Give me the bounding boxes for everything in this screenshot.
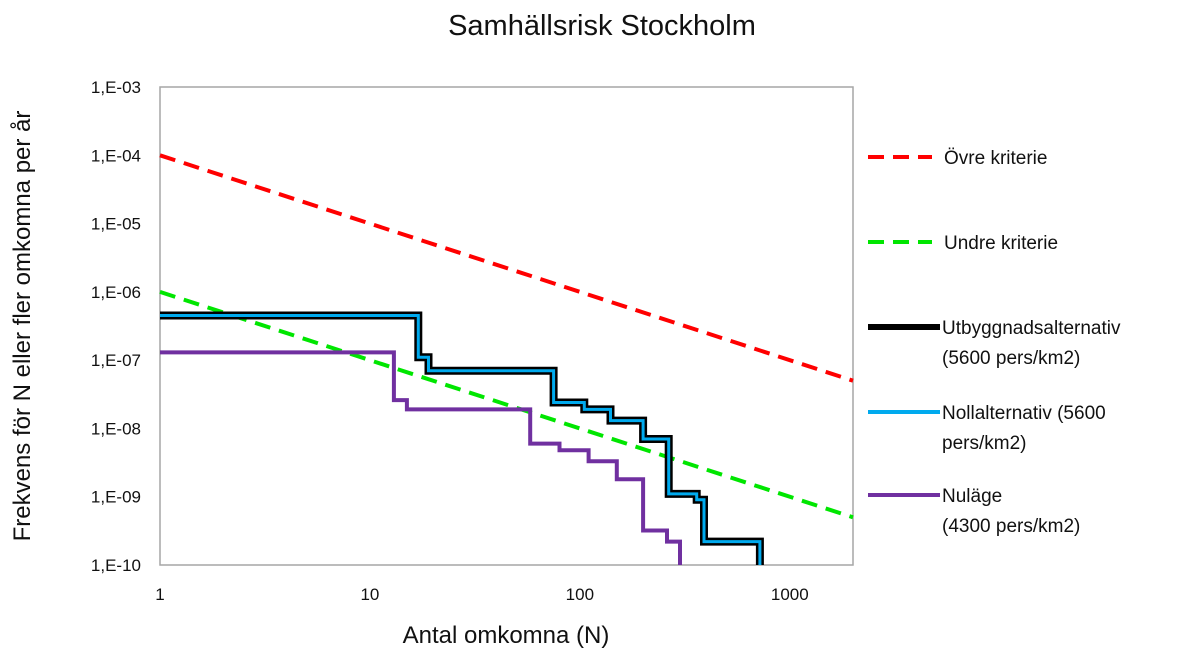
legend-item: Nollalternativ (5600 pers/km2) xyxy=(868,403,1106,454)
x-axis-ticks: 1 10 100 1000 xyxy=(155,585,808,604)
plot-frame xyxy=(159,86,854,566)
y-tick-label: 1,E-04 xyxy=(91,146,141,165)
legend-item: Utbyggnadsalternativ (5600 pers/km2) xyxy=(868,318,1121,369)
legend-label: Nuläge xyxy=(942,486,1002,507)
y-axis-label: Frekvens för N eller fler omkomna per år xyxy=(9,111,36,542)
legend-label: Nollalternativ (5600 xyxy=(942,403,1106,424)
y-tick-label: 1,E-10 xyxy=(91,556,141,575)
series-line-nulage xyxy=(160,350,682,565)
chart-title: Samhällsrisk Stockholm xyxy=(448,10,756,42)
y-tick-label: 1,E-05 xyxy=(91,215,141,234)
x-axis-label: Antal omkomna (N) xyxy=(403,622,610,649)
series-line-undre-kriterie xyxy=(159,289,854,520)
legend-label: Undre kriterie xyxy=(944,233,1058,254)
legend-label: Övre kriterie xyxy=(944,148,1047,169)
x-tick-label: 10 xyxy=(360,585,379,604)
y-tick-label: 1,E-07 xyxy=(91,351,141,370)
series-line-nollalternativ xyxy=(160,314,762,565)
series-line-vre-kriterie xyxy=(159,153,854,383)
y-tick-label: 1,E-03 xyxy=(91,78,141,97)
legend-label: pers/km2) xyxy=(942,433,1026,454)
x-tick-label: 1000 xyxy=(771,585,809,604)
legend-item: Övre kriterie xyxy=(868,148,1047,169)
legend-label: Utbyggnadsalternativ xyxy=(942,318,1121,339)
x-tick-label: 1 xyxy=(155,585,164,604)
y-axis-ticks: 1,E-03 1,E-04 1,E-05 1,E-06 1,E-07 1,E-08 1,E-… xyxy=(91,78,141,575)
y-tick-label: 1,E-08 xyxy=(91,419,141,438)
y-tick-label: 1,E-06 xyxy=(91,283,141,302)
legend-label: (5600 pers/km2) xyxy=(942,348,1080,369)
legend-label: (4300 pers/km2) xyxy=(942,516,1080,537)
y-tick-label: 1,E-09 xyxy=(91,488,141,507)
legend-item: Undre kriterie xyxy=(868,233,1058,254)
legend-item: Nuläge (4300 pers/km2) xyxy=(868,486,1080,537)
legend: Övre kriterie Undre kriterie Utbyggnadsalt… xyxy=(868,148,1121,537)
series-layer xyxy=(159,153,854,565)
x-tick-label: 100 xyxy=(566,585,594,604)
